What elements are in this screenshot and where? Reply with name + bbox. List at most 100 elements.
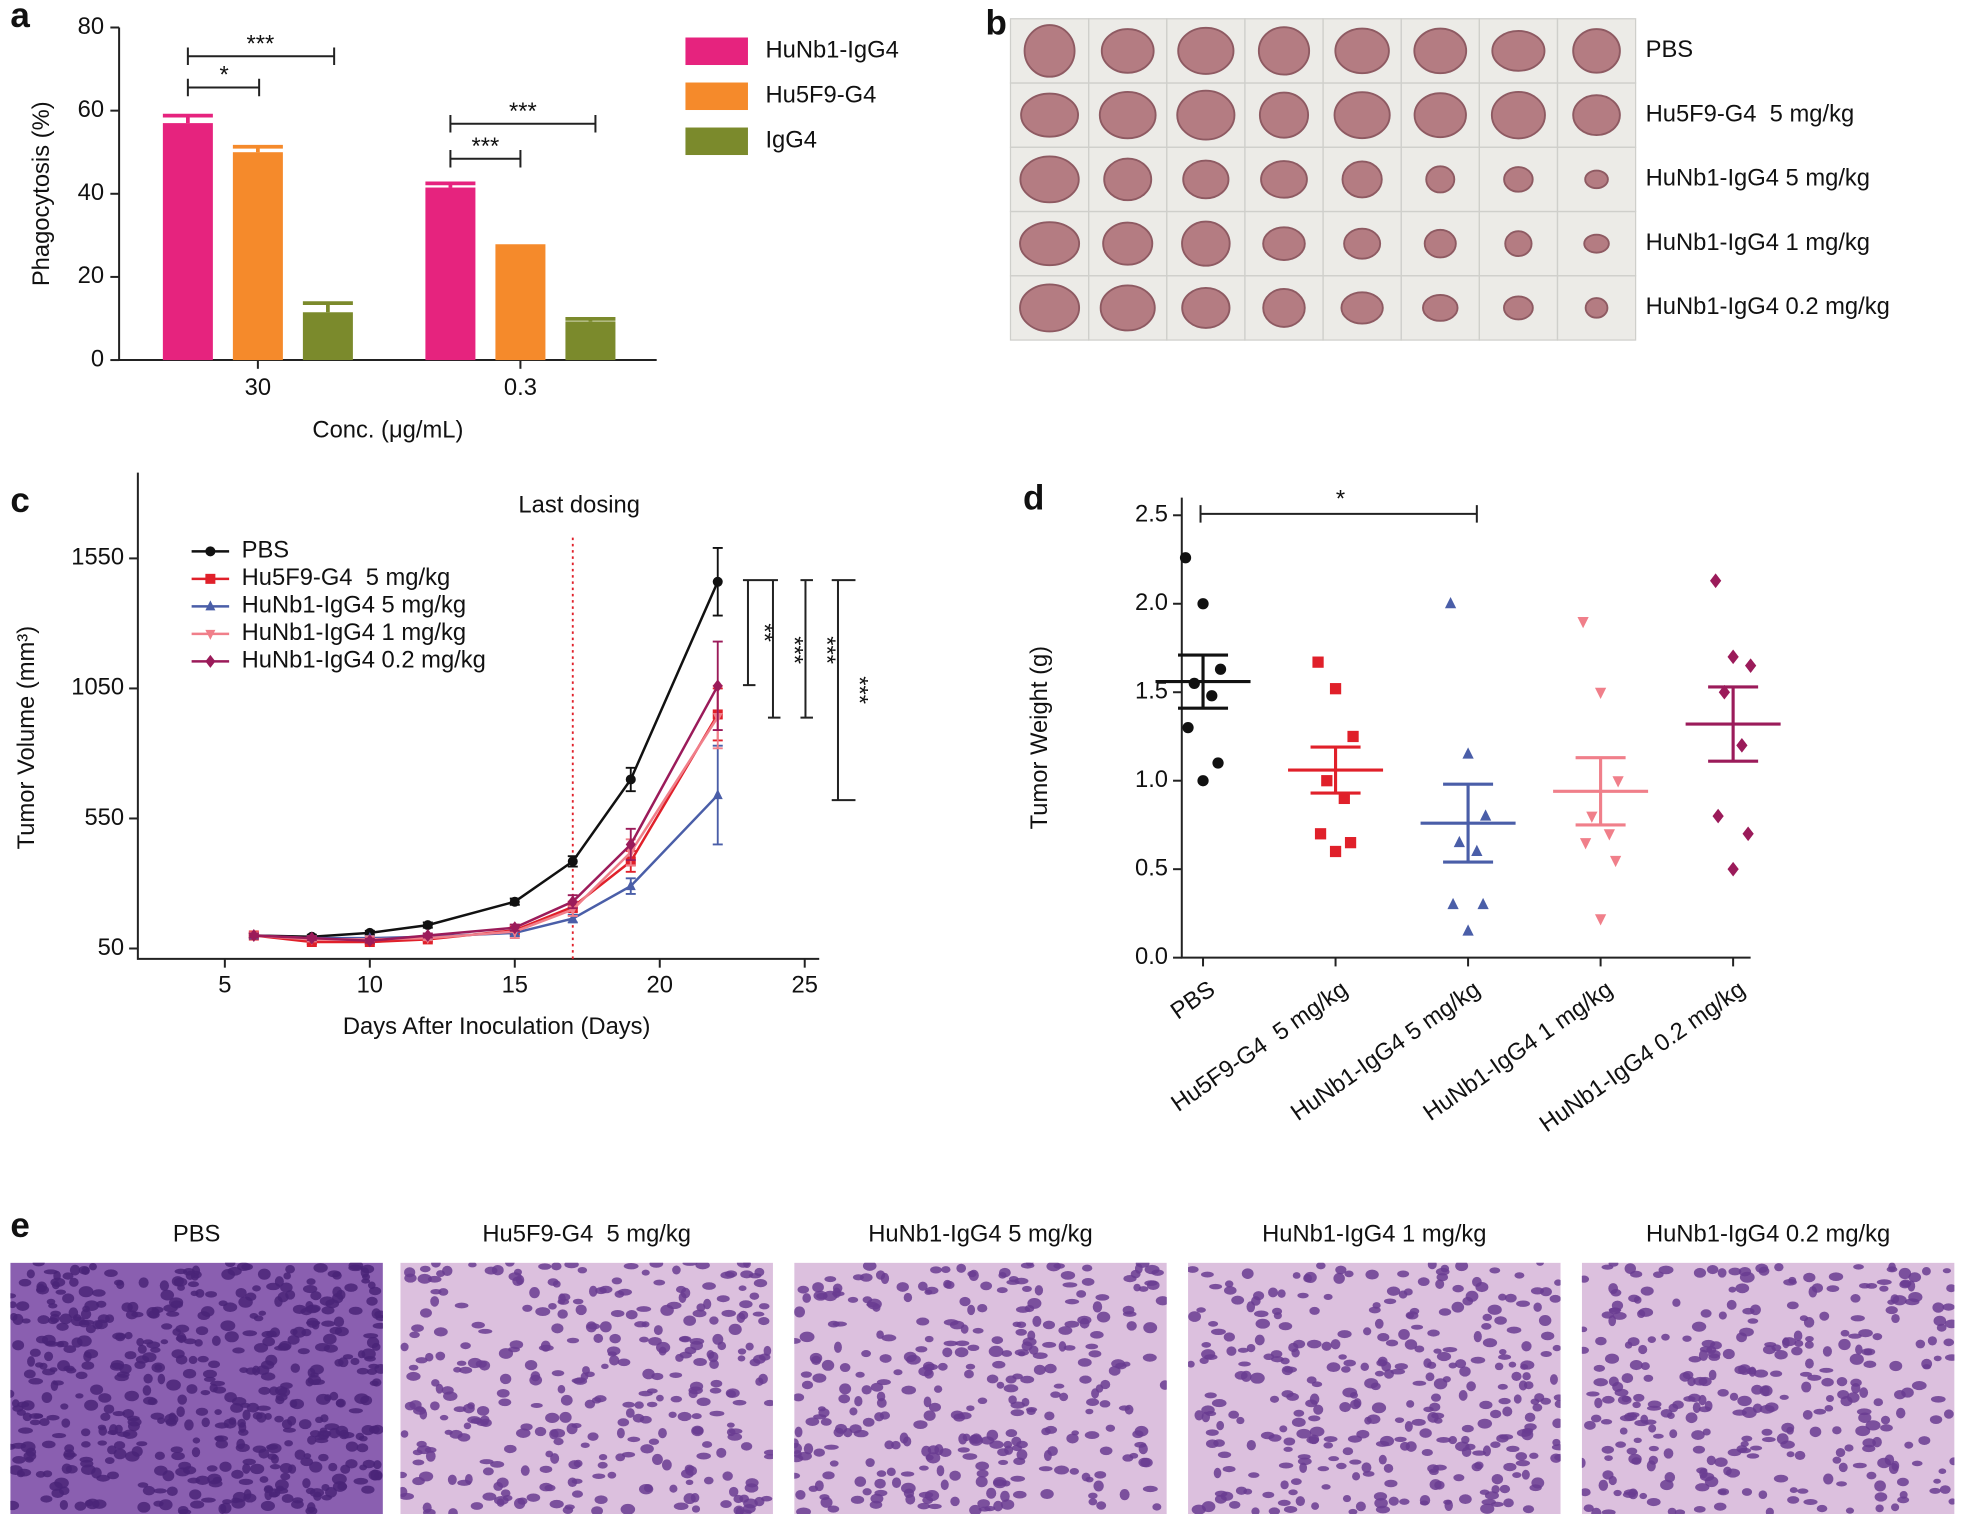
nucleus bbox=[1062, 1282, 1078, 1288]
nucleus bbox=[1096, 1501, 1107, 1510]
nucleus bbox=[159, 1280, 170, 1292]
nucleus bbox=[1129, 1452, 1139, 1459]
nucleus bbox=[274, 1276, 284, 1287]
nucleus bbox=[965, 1363, 976, 1370]
nucleus bbox=[1932, 1302, 1945, 1313]
nucleus bbox=[1826, 1285, 1840, 1292]
nucleus bbox=[1378, 1454, 1387, 1465]
error-bar bbox=[302, 301, 353, 313]
nucleus bbox=[356, 1367, 369, 1375]
nucleus bbox=[1465, 1290, 1479, 1302]
nucleus bbox=[1848, 1333, 1862, 1339]
nucleus bbox=[972, 1327, 984, 1334]
nucleus bbox=[1863, 1360, 1877, 1369]
nucleus bbox=[573, 1459, 583, 1468]
marker bbox=[364, 934, 375, 948]
nucleus bbox=[1799, 1315, 1809, 1322]
nucleus bbox=[200, 1389, 211, 1396]
marker bbox=[1188, 677, 1200, 690]
nucleus bbox=[599, 1321, 612, 1333]
error-bar bbox=[425, 181, 476, 188]
nucleus bbox=[1328, 1456, 1340, 1462]
nucleus bbox=[249, 1313, 259, 1319]
error-bar bbox=[232, 144, 283, 153]
nucleus bbox=[18, 1427, 33, 1434]
histology-image bbox=[1188, 1262, 1561, 1514]
nucleus bbox=[1433, 1348, 1442, 1354]
histology-image bbox=[10, 1262, 383, 1514]
nucleus bbox=[1489, 1267, 1501, 1274]
nucleus bbox=[1865, 1282, 1878, 1289]
nucleus bbox=[691, 1505, 701, 1513]
nucleus bbox=[1718, 1489, 1727, 1495]
series-line bbox=[253, 685, 719, 942]
marker bbox=[1577, 616, 1589, 629]
nucleus bbox=[187, 1281, 200, 1288]
nucleus bbox=[558, 1293, 566, 1305]
marker bbox=[1742, 826, 1754, 842]
nucleus bbox=[75, 1393, 84, 1399]
nucleus bbox=[824, 1276, 837, 1283]
nucleus bbox=[1479, 1489, 1490, 1495]
nucleus bbox=[195, 1326, 209, 1336]
nucleus bbox=[992, 1360, 1006, 1369]
nucleus bbox=[203, 1376, 216, 1382]
nucleus bbox=[318, 1453, 329, 1462]
nucleus bbox=[1615, 1441, 1626, 1448]
nucleus bbox=[454, 1302, 469, 1309]
marker bbox=[1603, 829, 1615, 841]
nucleus bbox=[112, 1332, 127, 1340]
nucleus bbox=[1700, 1309, 1712, 1318]
nucleus bbox=[696, 1397, 711, 1407]
nucleus bbox=[88, 1262, 97, 1271]
nucleus bbox=[420, 1308, 432, 1318]
nucleus bbox=[142, 1385, 152, 1396]
nucleus bbox=[653, 1325, 663, 1336]
nucleus bbox=[1791, 1346, 1803, 1356]
nucleus bbox=[874, 1489, 888, 1497]
nucleus bbox=[597, 1461, 608, 1469]
nucleus bbox=[353, 1477, 369, 1485]
nucleus bbox=[514, 1497, 526, 1510]
nucleus bbox=[1419, 1428, 1432, 1438]
nucleus bbox=[260, 1500, 275, 1511]
nucleus bbox=[1611, 1300, 1624, 1311]
nucleus bbox=[669, 1372, 683, 1379]
marker bbox=[1712, 808, 1724, 824]
nucleus bbox=[1448, 1436, 1458, 1445]
nucleus bbox=[471, 1321, 485, 1329]
nucleus bbox=[331, 1473, 347, 1485]
nucleus bbox=[241, 1263, 253, 1271]
nucleus bbox=[1584, 1420, 1596, 1430]
bar bbox=[565, 321, 616, 361]
nucleus bbox=[302, 1284, 318, 1294]
nucleus bbox=[21, 1318, 31, 1324]
nucleus bbox=[215, 1435, 224, 1442]
nucleus bbox=[1352, 1472, 1361, 1481]
nucleus bbox=[534, 1426, 547, 1437]
nucleus bbox=[899, 1432, 909, 1444]
nucleus bbox=[1521, 1469, 1530, 1480]
nucleus bbox=[1308, 1415, 1321, 1422]
nucleus bbox=[1349, 1391, 1359, 1399]
nucleus bbox=[936, 1465, 945, 1477]
nucleus bbox=[1896, 1407, 1906, 1419]
tumor bbox=[1572, 28, 1621, 74]
legend-swatch bbox=[685, 37, 748, 66]
nucleus bbox=[459, 1366, 473, 1374]
x-tick-label: 0.3 bbox=[504, 374, 537, 401]
nucleus bbox=[1010, 1475, 1026, 1482]
nucleus bbox=[243, 1493, 257, 1503]
nucleus bbox=[1907, 1280, 1916, 1292]
nucleus bbox=[146, 1341, 161, 1349]
nucleus bbox=[1514, 1272, 1525, 1279]
nucleus bbox=[1821, 1377, 1834, 1387]
nucleus bbox=[802, 1293, 812, 1303]
nucleus bbox=[1632, 1401, 1641, 1409]
nucleus bbox=[1248, 1472, 1260, 1478]
nucleus bbox=[1374, 1498, 1388, 1509]
nucleus bbox=[1549, 1374, 1558, 1385]
nucleus bbox=[70, 1316, 86, 1327]
nucleus bbox=[1838, 1338, 1851, 1351]
nucleus bbox=[12, 1340, 25, 1351]
